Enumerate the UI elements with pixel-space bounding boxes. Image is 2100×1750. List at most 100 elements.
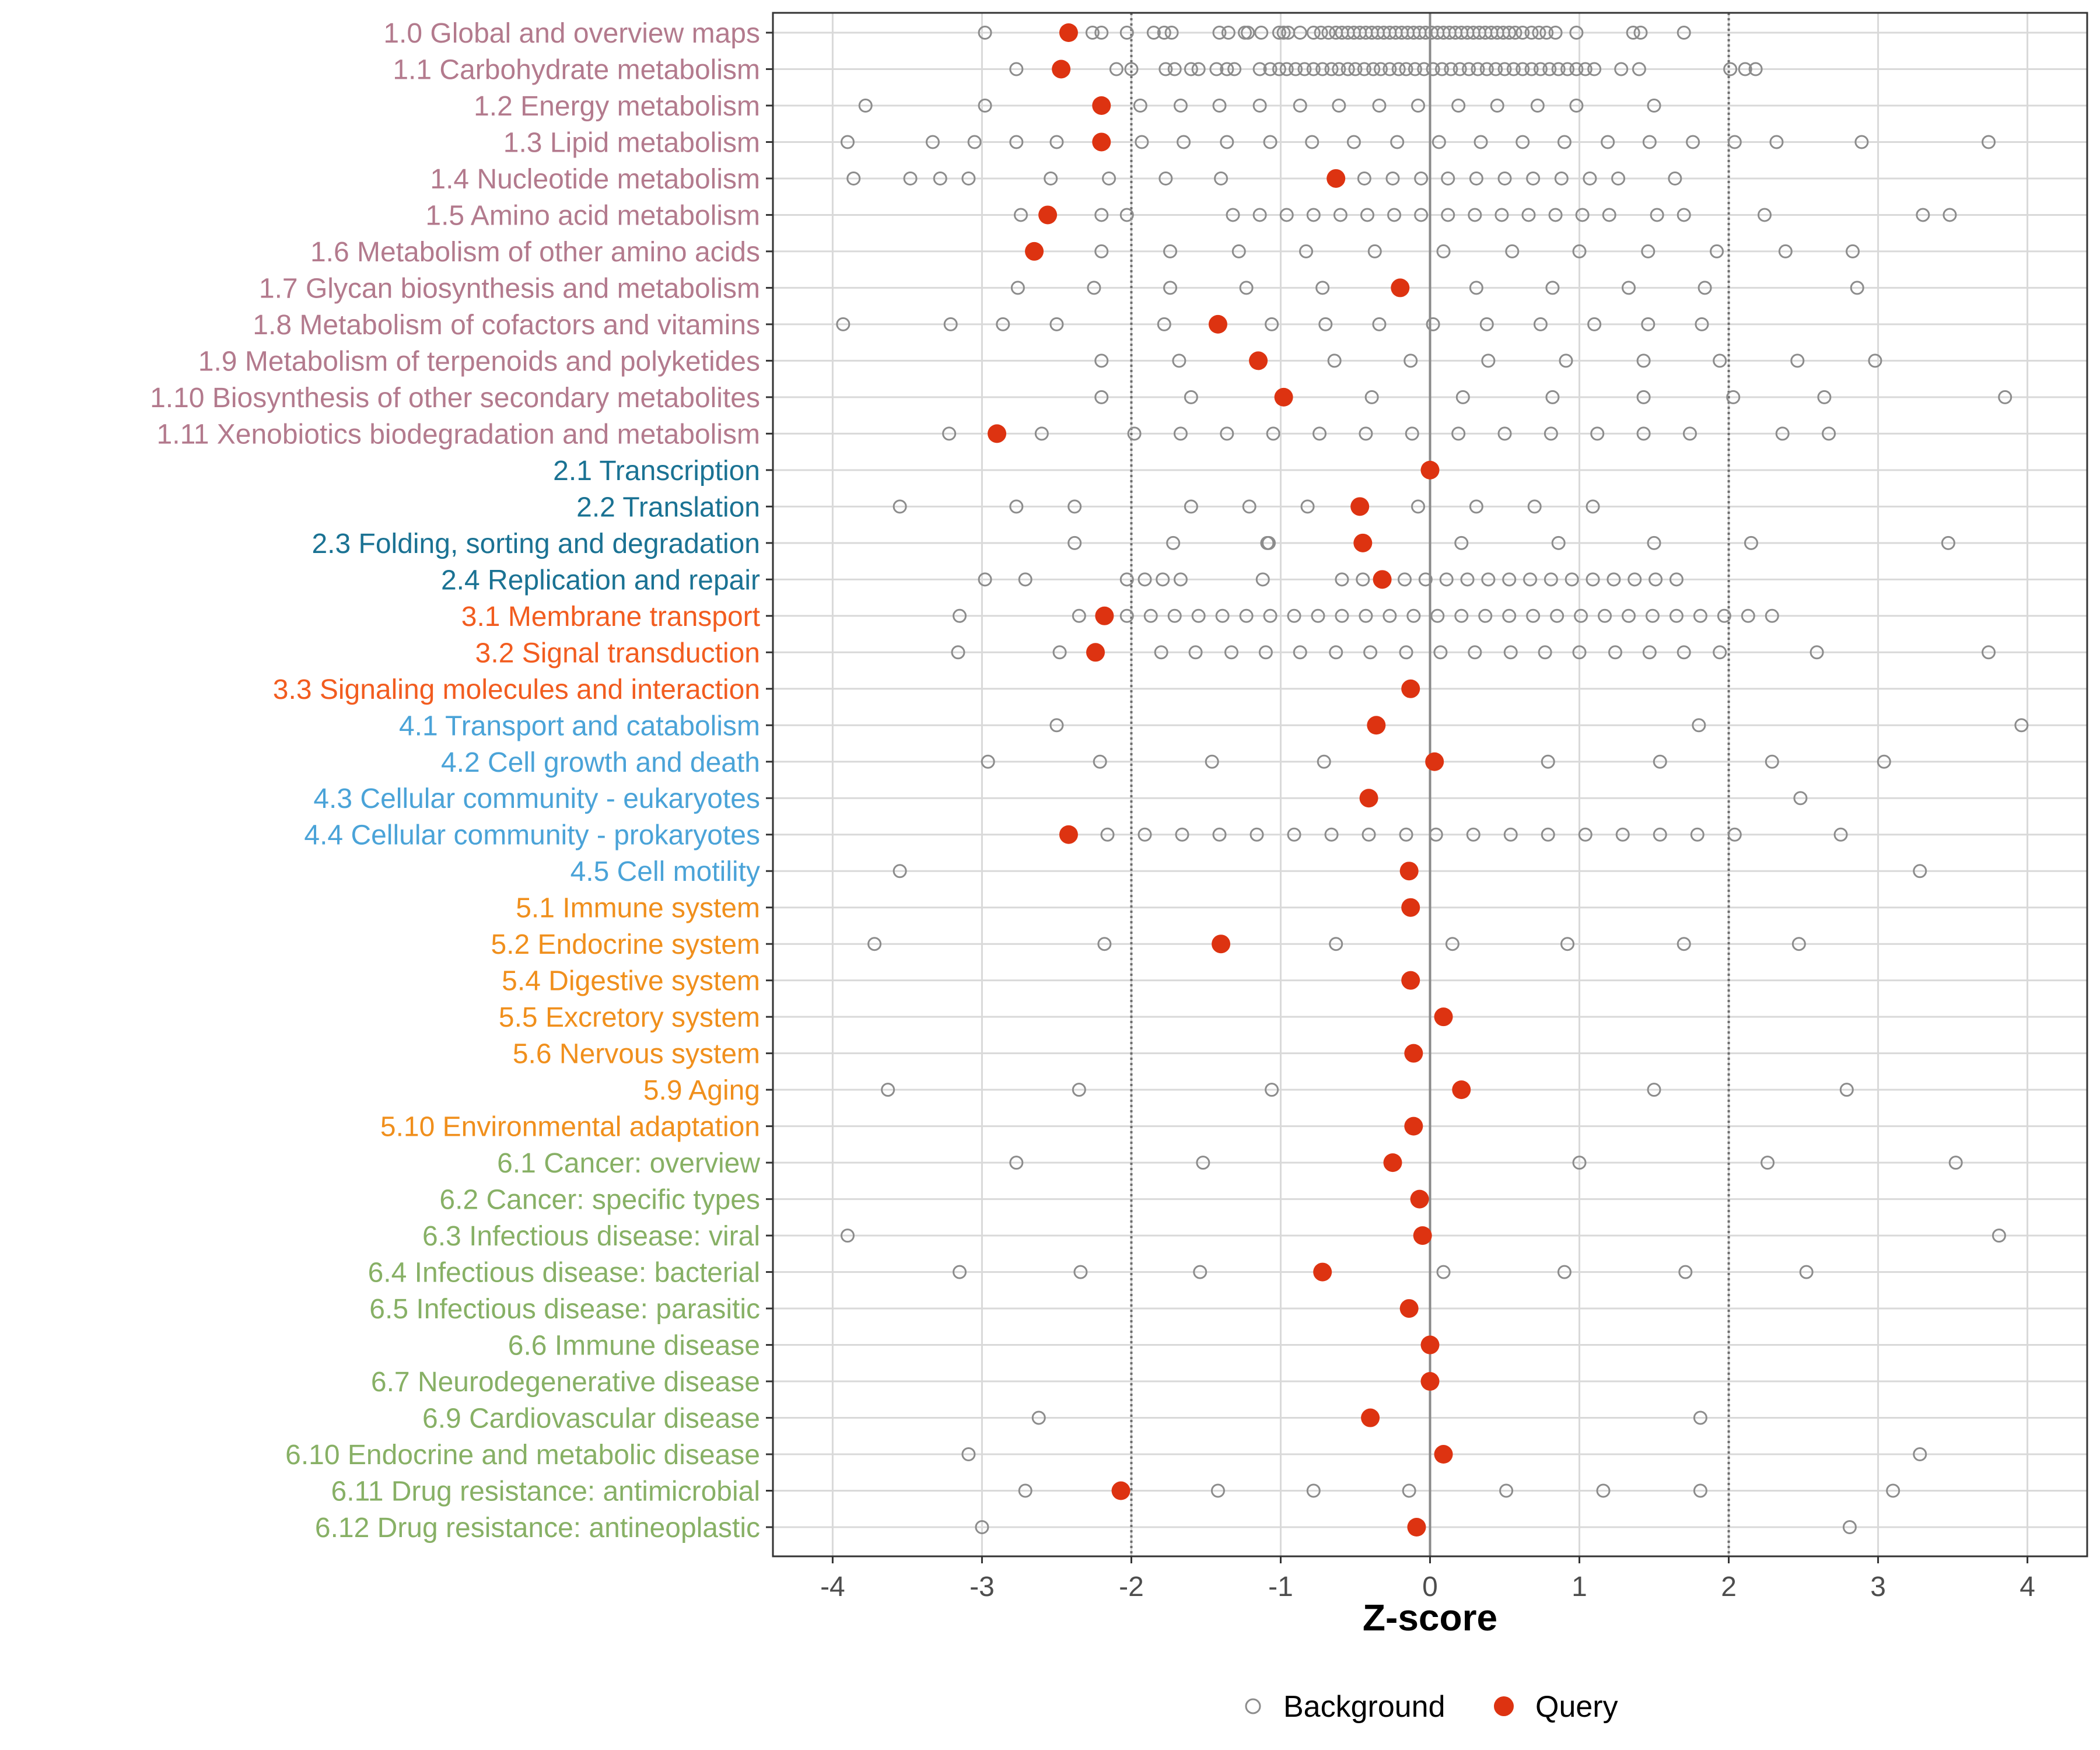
background-point (1502, 608, 1517, 623)
category-label: 1.0 Global and overview maps (383, 18, 760, 49)
background-point (1992, 1228, 2006, 1243)
background-point (1124, 62, 1139, 76)
background-point (1397, 572, 1412, 587)
background-point (1184, 62, 1198, 76)
background-point (1636, 354, 1651, 368)
background-point (1564, 572, 1579, 587)
background-point (1402, 1483, 1416, 1498)
background-point (1468, 645, 1482, 660)
background-point (1523, 572, 1538, 587)
background-point (1173, 426, 1188, 441)
background-point (1287, 827, 1301, 842)
background-point (1357, 62, 1371, 76)
query-point (1092, 96, 1111, 115)
background-point (1018, 572, 1032, 587)
background-point (1306, 26, 1321, 40)
background-point (978, 98, 992, 113)
background-point (1653, 827, 1667, 842)
background-point (1713, 354, 1727, 368)
background-point (1641, 244, 1656, 258)
query-point (1401, 679, 1420, 698)
background-point (1494, 208, 1509, 222)
category-label: 6.7 Neurodegenerative disease (371, 1367, 760, 1398)
background-point (1468, 208, 1482, 222)
background-point (1611, 171, 1626, 186)
background-point (1943, 208, 1957, 222)
background-point (1133, 98, 1147, 113)
query-point (1407, 1518, 1426, 1536)
background-point (1184, 390, 1198, 404)
background-point (1622, 281, 1636, 295)
background-point (1009, 135, 1024, 149)
background-point (1239, 281, 1254, 295)
background-point (1094, 26, 1109, 40)
background-point (1127, 426, 1142, 441)
background-point (1713, 645, 1727, 660)
background-point (1572, 1156, 1587, 1170)
query-point (1425, 752, 1444, 771)
background-point (1362, 827, 1376, 842)
background-point (1533, 317, 1548, 331)
background-point (1085, 26, 1100, 40)
background-point (1497, 62, 1512, 76)
category-label: 2.4 Replication and repair (441, 565, 760, 596)
background-point (1569, 26, 1584, 40)
background-point (1479, 62, 1494, 76)
x-tick-label: 3 (1870, 1572, 1886, 1602)
background-point (1087, 281, 1101, 295)
background-point (1405, 426, 1419, 441)
background-point (1335, 572, 1349, 587)
background-point (1329, 645, 1343, 660)
background-point (1628, 572, 1642, 587)
background-point (1305, 135, 1320, 149)
background-point (1094, 354, 1109, 368)
background-point (892, 864, 907, 878)
background-point (1287, 608, 1301, 623)
query-point (1434, 1007, 1453, 1027)
background-point (1538, 645, 1552, 660)
background-point (1333, 208, 1348, 222)
background-point (1668, 171, 1682, 186)
background-point (1390, 135, 1405, 149)
legend-background-key (1245, 1698, 1261, 1714)
background-point (1545, 390, 1560, 404)
x-tick-label: -4 (820, 1572, 845, 1602)
background-point (1094, 208, 1109, 222)
background-point (1306, 1483, 1321, 1498)
background-point (1748, 62, 1763, 76)
background-point (1690, 827, 1704, 842)
background-point (1138, 572, 1152, 587)
category-label: 3.2 Signal transduction (475, 638, 760, 668)
background-point (1445, 937, 1460, 951)
background-point (1119, 26, 1134, 40)
background-point (1502, 26, 1517, 40)
background-point (1676, 645, 1691, 660)
background-point (1554, 171, 1569, 186)
background-point (1727, 827, 1742, 842)
background-point (1539, 26, 1554, 40)
background-point (1366, 62, 1381, 76)
query-point (1410, 1189, 1429, 1209)
background-point (943, 317, 958, 331)
category-label: 5.9 Aging (643, 1075, 760, 1106)
x-tick-label: 2 (1721, 1572, 1737, 1602)
background-point (1886, 1483, 1901, 1498)
background-point (1471, 62, 1485, 76)
category-label: 5.1 Immune system (516, 893, 760, 924)
background-point (1010, 281, 1025, 295)
background-point (1505, 244, 1520, 258)
background-point (1167, 62, 1182, 76)
background-point (1094, 390, 1109, 404)
background-point (996, 317, 1010, 331)
background-point (1648, 572, 1663, 587)
background-point (846, 171, 861, 186)
background-point (1156, 572, 1170, 587)
query-point (1404, 1044, 1423, 1063)
category-label: 5.5 Excretory system (499, 1002, 760, 1033)
background-point (1846, 244, 1860, 258)
background-point (1263, 608, 1278, 623)
background-point (1586, 572, 1600, 587)
x-tick-label: -1 (1268, 1572, 1293, 1602)
x-axis-title: Z-score (1363, 1597, 1497, 1639)
background-point (1497, 426, 1512, 441)
